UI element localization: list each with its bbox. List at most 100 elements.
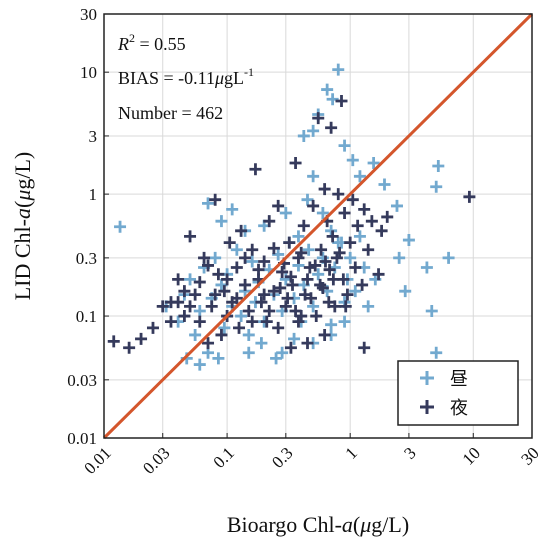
data-point xyxy=(202,337,215,350)
x-tick-label: 0.1 xyxy=(209,443,237,471)
data-point xyxy=(246,315,259,328)
data-point xyxy=(372,268,385,281)
data-point xyxy=(353,230,366,243)
data-point xyxy=(328,300,341,313)
data-point xyxy=(332,63,345,76)
data-point xyxy=(239,278,252,291)
data-point xyxy=(442,251,455,264)
data-point xyxy=(307,300,320,313)
data-point xyxy=(356,278,369,291)
data-point xyxy=(301,337,314,350)
data-point xyxy=(425,305,438,318)
stats-block: R2 = 0.55 BIAS = -0.11μgL-1 Number = 462 xyxy=(117,31,254,123)
data-point xyxy=(332,236,345,249)
y-tick-label: 0.1 xyxy=(76,307,97,326)
data-point xyxy=(215,278,228,291)
data-point xyxy=(258,255,271,268)
data-point xyxy=(318,328,331,341)
data-point xyxy=(310,310,323,323)
y-axis-label: LID Chl-a(μg/L) xyxy=(10,152,35,301)
data-point xyxy=(263,305,276,318)
data-point xyxy=(289,305,302,318)
grid xyxy=(103,13,533,439)
x-tick-label: 10 xyxy=(459,443,484,468)
data-point xyxy=(315,243,328,256)
data-point xyxy=(326,93,339,106)
data-point xyxy=(390,199,403,212)
data-point xyxy=(202,197,215,210)
data-point xyxy=(189,288,202,301)
data-point xyxy=(325,121,338,134)
data-point xyxy=(215,215,228,228)
x-tick-label: 1 xyxy=(342,443,361,462)
data-point xyxy=(432,160,445,173)
data-point xyxy=(230,243,243,256)
data-point xyxy=(193,276,206,289)
one-to-one-line xyxy=(102,12,534,440)
data-point xyxy=(242,305,255,318)
data-point xyxy=(246,255,259,268)
data-point xyxy=(297,219,310,232)
data-point xyxy=(344,251,357,264)
data-point xyxy=(283,236,296,249)
data-point xyxy=(349,261,362,274)
data-point xyxy=(325,318,338,331)
data-point xyxy=(276,346,289,359)
number-stat: Number = 462 xyxy=(118,103,223,123)
x-axis-label: Bioargo Chl-a(μg/L) xyxy=(227,512,409,537)
data-point xyxy=(299,288,312,301)
data-point xyxy=(235,310,248,323)
data-point xyxy=(205,300,218,313)
data-point xyxy=(263,215,276,228)
data-point xyxy=(393,251,406,264)
data-point xyxy=(184,230,197,243)
data-point xyxy=(375,224,388,237)
data-point xyxy=(402,234,415,247)
data-point xyxy=(284,270,297,283)
data-point xyxy=(312,268,325,281)
data-point xyxy=(378,178,391,191)
data-point xyxy=(314,278,327,291)
y-tick-label: 10 xyxy=(80,63,97,82)
data-point xyxy=(351,219,364,232)
data-point xyxy=(279,300,292,313)
data-point xyxy=(326,230,339,243)
data-point xyxy=(399,285,412,298)
data-point xyxy=(332,188,345,201)
data-point xyxy=(358,341,371,354)
y-tick-label: 3 xyxy=(89,127,98,146)
data-point xyxy=(146,321,159,334)
data-point xyxy=(198,251,211,264)
data-point xyxy=(255,296,268,309)
data-point xyxy=(430,180,443,193)
data-point xyxy=(333,246,346,259)
y-tick-label: 1 xyxy=(89,185,98,204)
data-point xyxy=(292,315,305,328)
data-point xyxy=(178,310,191,323)
data-point xyxy=(252,263,265,276)
data-point xyxy=(255,337,268,350)
data-point xyxy=(323,263,336,276)
data-point xyxy=(281,292,294,305)
data-point xyxy=(420,261,433,274)
legend: 昼 夜 xyxy=(397,360,519,426)
legend-marker-night xyxy=(420,400,434,414)
data-point xyxy=(289,156,302,169)
data-point xyxy=(338,139,351,152)
data-point xyxy=(362,243,375,256)
data-point xyxy=(164,315,177,328)
r2-stat: R2 = 0.55 xyxy=(117,31,186,54)
data-point xyxy=(172,273,185,286)
data-point xyxy=(463,190,476,203)
data-point xyxy=(212,268,225,281)
x-tick-label: 0.01 xyxy=(80,443,114,477)
data-point xyxy=(258,288,271,301)
y-tick-label: 30 xyxy=(80,5,97,24)
data-point xyxy=(189,328,202,341)
data-point xyxy=(349,285,362,298)
data-point xyxy=(114,220,127,233)
data-point xyxy=(270,352,283,365)
x-tick-label: 0.3 xyxy=(268,443,296,471)
data-point xyxy=(302,243,315,256)
data-point xyxy=(338,207,351,220)
